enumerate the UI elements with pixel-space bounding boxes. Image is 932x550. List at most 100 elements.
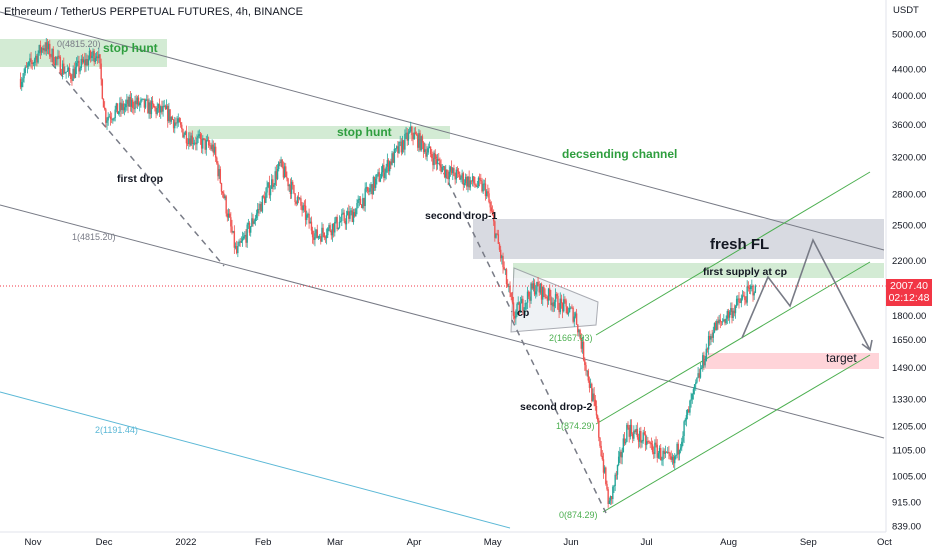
candle-bear — [203, 138, 205, 140]
candle-bull — [113, 118, 115, 120]
time-axis-ticks: Nov Dec 2022 Feb Mar Apr May Jun Jul Aug Sep Oct — [25, 537, 893, 548]
candle-bear — [488, 193, 490, 203]
candle-bull — [119, 102, 121, 112]
candle-bull — [658, 447, 661, 454]
candle-bear — [656, 444, 658, 458]
candle-bull — [141, 99, 143, 100]
candle-bear — [425, 149, 427, 157]
candle-bear — [308, 213, 310, 224]
candle-bear — [615, 474, 618, 476]
candle-bear — [143, 98, 146, 108]
candle-bear — [435, 159, 438, 164]
candle-bear — [292, 181, 294, 185]
second-drop-2-label: second drop-2 — [520, 401, 593, 413]
candle-bull — [691, 393, 693, 400]
fresh-fl-label: fresh FL — [710, 236, 769, 253]
candle-bull — [482, 183, 484, 192]
candle-bear — [286, 177, 288, 179]
candle-bear — [565, 300, 567, 307]
candle-bear — [602, 459, 605, 473]
candle-bull — [170, 117, 172, 122]
candle-bear — [727, 311, 730, 318]
candle-bull — [95, 56, 98, 59]
candle-bull — [202, 138, 204, 149]
candle-bear — [226, 213, 229, 218]
candle-bull — [730, 308, 732, 313]
candle-bull — [728, 312, 731, 318]
candle-bull — [704, 361, 706, 366]
stop-hunt-label-2: stop hunt — [337, 125, 392, 139]
candle-bear — [688, 409, 690, 413]
candle-bear — [655, 442, 657, 445]
candle-bear — [577, 324, 579, 333]
candle-bear — [179, 122, 182, 125]
candle-bull — [130, 99, 133, 107]
candle-bear — [480, 179, 482, 182]
candle-bear — [502, 256, 504, 268]
candle-bear — [538, 286, 540, 293]
candle-bull — [448, 171, 450, 180]
candle-bull — [734, 306, 737, 314]
candle-bull — [206, 139, 209, 141]
candle-bear — [731, 308, 733, 319]
candle-bear — [417, 134, 419, 148]
candle-bull — [314, 233, 316, 240]
candle-bear — [281, 159, 283, 168]
candle-bull — [139, 102, 141, 106]
price-tick-label: 3600.00 — [892, 120, 926, 131]
candle-bull — [283, 166, 286, 178]
candle-bull — [146, 99, 148, 101]
candle-bull — [641, 441, 643, 443]
candle-bull — [613, 485, 615, 487]
fib-0-green-label: 0(874.29) — [559, 510, 598, 520]
candle-bull — [278, 162, 280, 170]
candle-bear — [506, 284, 509, 287]
candle-bear — [60, 73, 63, 75]
candle-bull — [192, 143, 195, 145]
candle-bull — [379, 178, 382, 182]
candle-bear — [457, 171, 460, 174]
candle-bull — [163, 105, 165, 107]
candle-bear — [606, 483, 608, 490]
candle-bear — [496, 233, 498, 235]
candle-bull — [315, 229, 317, 234]
candle-bear — [223, 193, 225, 199]
candle-bear — [630, 424, 633, 434]
price-axis-bg[interactable] — [886, 0, 932, 532]
candle-bear — [53, 63, 56, 66]
candle-bear — [212, 144, 215, 153]
candle-bull — [674, 456, 676, 464]
candle-bull — [385, 166, 387, 173]
candle-bull — [345, 215, 348, 225]
candle-bear — [86, 59, 88, 66]
candle-bear — [406, 132, 408, 141]
candle-bull — [80, 58, 83, 68]
candle-bear — [178, 118, 181, 123]
candle-bull — [463, 183, 466, 185]
candle-bear — [511, 296, 514, 303]
candle-bear — [587, 370, 589, 381]
candle-bear — [564, 299, 566, 301]
candle-bear — [19, 78, 22, 88]
candle-bear — [68, 67, 71, 75]
candle-bear — [459, 173, 461, 180]
candle-bear — [540, 283, 543, 300]
green-channel-top — [595, 171, 871, 336]
candle-bull — [123, 107, 126, 111]
candle-bull — [681, 441, 683, 448]
candle-bull — [88, 50, 91, 60]
candle-bull — [306, 214, 308, 221]
candle-bull — [633, 430, 635, 439]
candle-bear — [474, 183, 476, 185]
candle-bear — [644, 434, 647, 446]
candle-bull — [683, 421, 685, 436]
candle-bull — [54, 57, 57, 66]
candle-bull — [394, 148, 397, 150]
candle-bear — [601, 455, 604, 460]
candle-bear — [169, 109, 171, 122]
candle-bear — [473, 176, 475, 184]
time-axis-bg[interactable] — [0, 532, 886, 550]
time-tick-label: Dec — [96, 537, 113, 548]
candle-bear — [282, 167, 285, 178]
